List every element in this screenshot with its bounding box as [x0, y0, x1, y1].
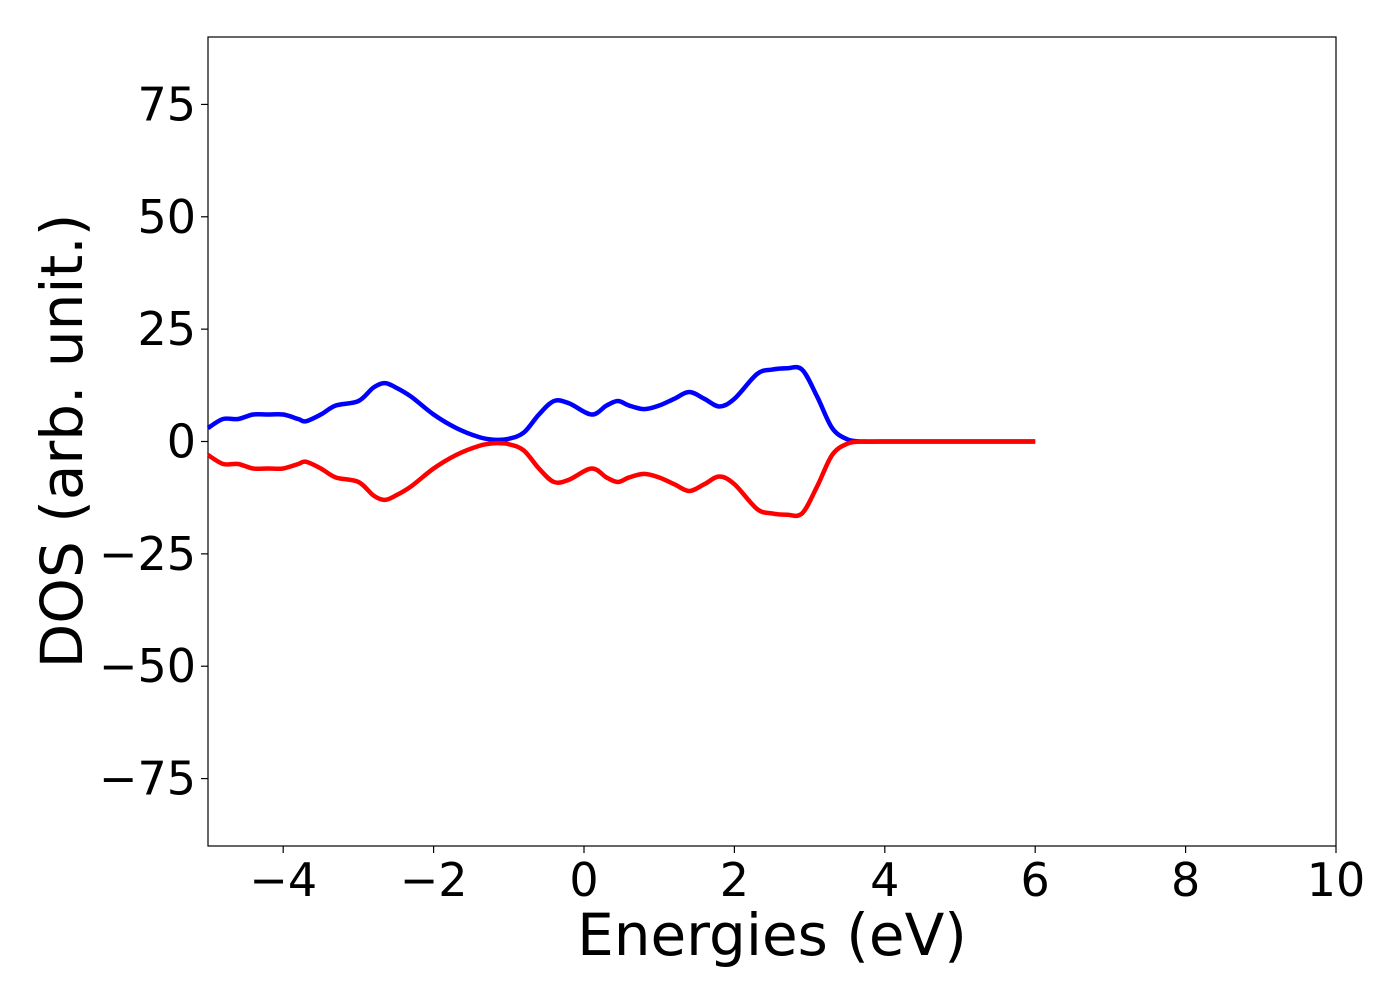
dos-series-line-positive [206, 364, 1036, 444]
dos-series-line-negative [206, 439, 1036, 519]
x-tick-label: 6 [1021, 853, 1050, 907]
y-tick-label: −50 [99, 639, 196, 693]
y-tick-label: 75 [137, 77, 196, 131]
x-tick-label: 8 [1171, 853, 1200, 907]
x-tick-label: 0 [569, 853, 598, 907]
y-tick-label: 50 [137, 190, 196, 244]
x-tick-label: 10 [1307, 853, 1366, 907]
x-tick-label: 4 [870, 853, 899, 907]
x-tick-label: 2 [720, 853, 749, 907]
plot-frame [207, 36, 1337, 847]
y-tick-label: 0 [167, 415, 196, 469]
x-tick-label: −2 [400, 853, 468, 907]
y-tick-label: −75 [99, 752, 196, 806]
x-axis: −4 −2 0 2 4 6 8 10 [249, 846, 1365, 907]
x-tick-label: −4 [249, 853, 317, 907]
y-tick-label: −25 [99, 527, 196, 581]
y-axis: 75 50 25 0 −25 −50 −75 [99, 77, 208, 806]
y-axis-label: DOS (arb. unit.) [28, 214, 96, 669]
y-tick-label: 25 [137, 302, 196, 356]
plot-series [206, 364, 1036, 519]
x-axis-label: Energies (eV) [577, 901, 967, 969]
